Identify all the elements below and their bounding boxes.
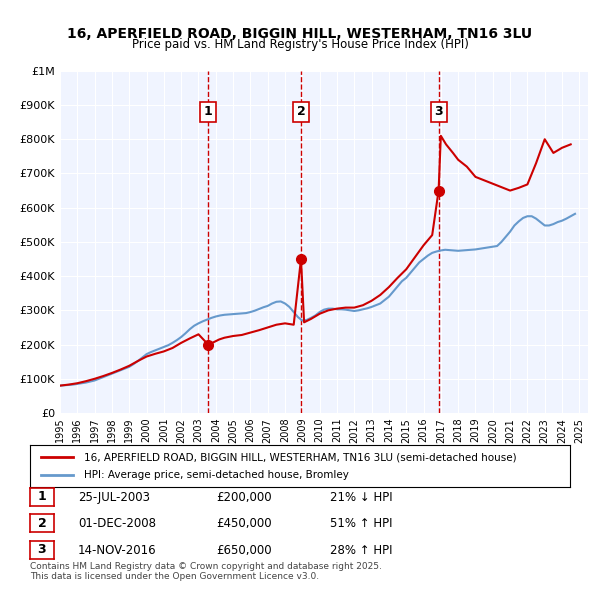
Text: Price paid vs. HM Land Registry's House Price Index (HPI): Price paid vs. HM Land Registry's House … (131, 38, 469, 51)
Text: £200,000: £200,000 (216, 491, 272, 504)
Text: 01-DEC-2008: 01-DEC-2008 (78, 517, 156, 530)
Text: Contains HM Land Registry data © Crown copyright and database right 2025.
This d: Contains HM Land Registry data © Crown c… (30, 562, 382, 581)
Text: 25-JUL-2003: 25-JUL-2003 (78, 491, 150, 504)
Text: 2: 2 (296, 106, 305, 119)
Text: £650,000: £650,000 (216, 544, 272, 557)
Text: £450,000: £450,000 (216, 517, 272, 530)
Text: 3: 3 (38, 543, 46, 556)
Text: HPI: Average price, semi-detached house, Bromley: HPI: Average price, semi-detached house,… (84, 470, 349, 480)
Text: 1: 1 (204, 106, 212, 119)
Text: 28% ↑ HPI: 28% ↑ HPI (330, 544, 392, 557)
Text: 21% ↓ HPI: 21% ↓ HPI (330, 491, 392, 504)
Text: 2: 2 (38, 517, 46, 530)
Text: 3: 3 (434, 106, 443, 119)
Text: 14-NOV-2016: 14-NOV-2016 (78, 544, 157, 557)
Text: 16, APERFIELD ROAD, BIGGIN HILL, WESTERHAM, TN16 3LU: 16, APERFIELD ROAD, BIGGIN HILL, WESTERH… (67, 27, 533, 41)
Text: 51% ↑ HPI: 51% ↑ HPI (330, 517, 392, 530)
Text: 1: 1 (38, 490, 46, 503)
Text: 16, APERFIELD ROAD, BIGGIN HILL, WESTERHAM, TN16 3LU (semi-detached house): 16, APERFIELD ROAD, BIGGIN HILL, WESTERH… (84, 452, 517, 462)
